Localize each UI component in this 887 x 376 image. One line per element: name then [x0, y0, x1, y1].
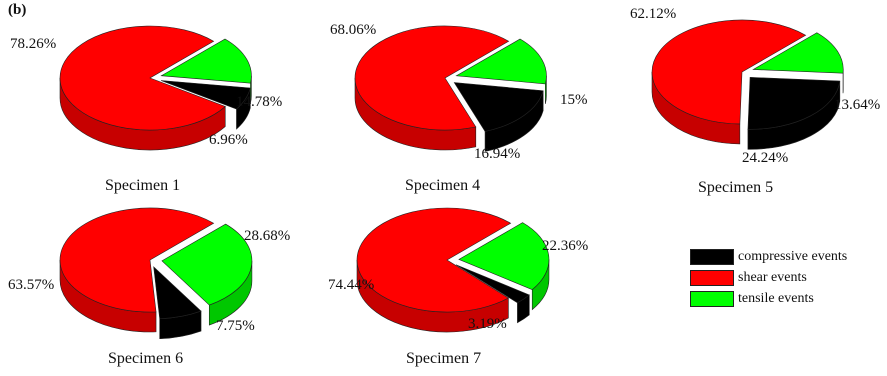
slice-tensile-events	[161, 223, 253, 306]
slice-shear-events	[356, 207, 512, 313]
legend-label: tensile events	[738, 290, 814, 306]
legend-swatch	[690, 248, 734, 265]
value-label-shear-events: 78.26%	[10, 36, 57, 52]
value-label-shear-events: 63.57%	[8, 277, 55, 293]
slice-tensile-events	[752, 32, 844, 74]
panel-label: (b)	[8, 2, 27, 18]
value-label-tensile-events: 28.68%	[244, 228, 291, 244]
slice-compressive-events	[153, 266, 202, 320]
value-label-compressive-events: 24.24%	[742, 150, 789, 166]
slice-tensile-events	[458, 222, 550, 290]
slice-tensile-events	[455, 38, 547, 85]
slice-shear-events	[59, 25, 226, 131]
legend-item-shear: shear events	[690, 267, 847, 288]
value-label-compressive-events: 3.19%	[468, 316, 507, 332]
value-label-tensile-events: 22.36%	[542, 238, 589, 254]
chart-caption: Specimen 5	[698, 179, 774, 196]
slice-compressive-events	[453, 82, 544, 132]
chart-caption: Specimen 7	[406, 350, 482, 367]
legend-swatch	[690, 269, 734, 286]
value-label-compressive-events: 16.94%	[474, 146, 521, 162]
value-label-compressive-events: 6.96%	[209, 132, 248, 148]
chart-caption: Specimen 1	[105, 177, 181, 194]
value-label-compressive-events: 7.75%	[216, 318, 255, 334]
legend-label: compressive events	[738, 248, 848, 264]
legend-item-tensile: tensile events	[690, 288, 847, 309]
slice-compressive-events	[747, 77, 841, 130]
chart-caption: Specimen 4	[405, 177, 481, 194]
legend-swatch	[690, 290, 734, 307]
legend-label: shear events	[738, 269, 807, 285]
value-label-tensile-events: 15%	[560, 92, 588, 108]
legend: compressive events shear events tensile …	[690, 246, 847, 309]
value-label-tensile-events: 14.78%	[236, 94, 283, 110]
slice-tensile-events	[160, 38, 252, 84]
slice-shear-events	[651, 19, 807, 125]
value-label-tensile-events: 13.64%	[834, 97, 881, 113]
slice-compressive-events	[161, 80, 251, 110]
slice-shear-events	[59, 207, 215, 313]
chart-caption: Specimen 6	[108, 350, 184, 367]
slice-shear-events	[354, 25, 510, 131]
value-label-shear-events: 68.06%	[330, 22, 377, 38]
slice-compressive-events	[455, 264, 530, 304]
value-label-shear-events: 62.12%	[630, 6, 677, 22]
value-label-shear-events: 74.44%	[328, 277, 375, 293]
legend-item-compressive: compressive events	[690, 246, 847, 267]
